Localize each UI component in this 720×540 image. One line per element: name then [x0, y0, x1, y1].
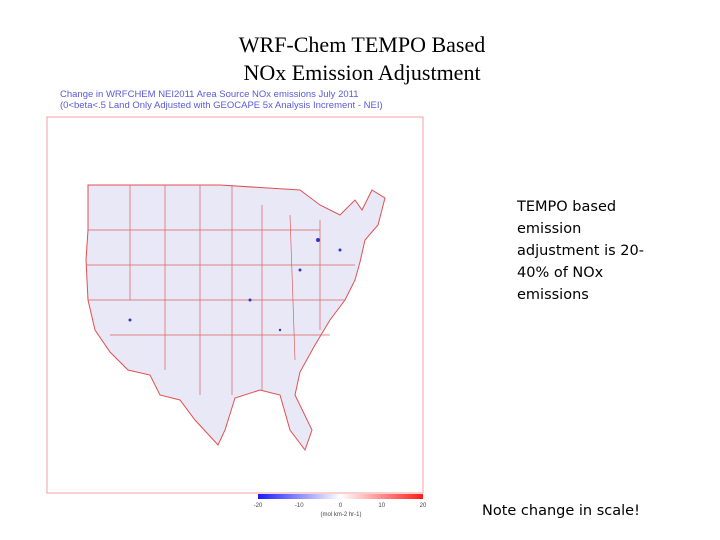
colorbar-label: (mol km-2 hr-1) — [320, 512, 361, 518]
title-line: WRF-Chem TEMPO Based — [238, 32, 486, 57]
side-text: TEMPO based emission adjustment is 20-40… — [517, 199, 644, 303]
us-outline — [85, 184, 386, 452]
emission-spots — [128, 238, 342, 332]
note: Note change in scale! — [482, 503, 640, 519]
colorbar-tick-label: -20 — [254, 503, 263, 509]
colorbar-tick-label: 10 — [378, 503, 385, 509]
map-header: Change in WRFCHEM NEI2011 Area Source NO… — [60, 89, 359, 100]
colorbar-tick-label: -10 — [295, 503, 304, 509]
map-header: (0<beta<.5 Land Only Adjusted with GEOCA… — [60, 100, 383, 111]
title-line: NOx Emission Adjustment — [243, 60, 481, 85]
colorbar-tick-label: 0 — [339, 503, 343, 509]
colorbar — [258, 494, 423, 499]
colorbar-tick-label: 20 — [420, 503, 427, 509]
state-lines — [86, 185, 355, 395]
